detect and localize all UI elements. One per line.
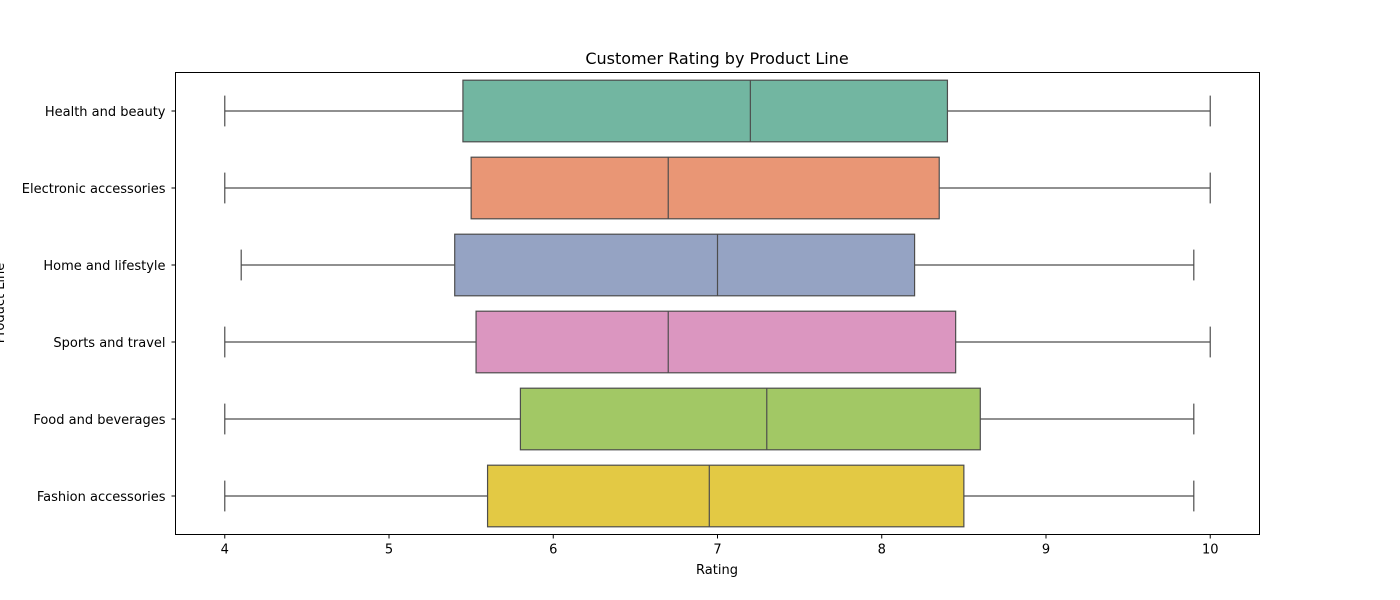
x-tick-label: 4 xyxy=(221,543,229,558)
box-group xyxy=(224,464,1195,528)
box-group xyxy=(224,156,1211,220)
y-tick-label: Fashion accessories xyxy=(37,490,166,505)
box-group xyxy=(224,79,1211,143)
y-tick-label: Electronic accessories xyxy=(22,182,166,197)
x-tick-label: 7 xyxy=(713,543,721,558)
box-iqr xyxy=(519,387,981,451)
box-iqr xyxy=(486,464,965,528)
x-tick-label: 9 xyxy=(1042,543,1050,558)
box-group xyxy=(224,387,1195,451)
y-tick-label: Health and beauty xyxy=(45,105,166,120)
box-iqr xyxy=(475,310,957,374)
y-axis-ticks: Health and beauty Electronic accessories H… xyxy=(22,105,176,505)
x-tick-label: 5 xyxy=(385,543,393,558)
box-group xyxy=(240,233,1195,297)
box-iqr xyxy=(454,233,916,297)
boxes-layer xyxy=(224,79,1211,528)
y-axis-label: Product Line xyxy=(0,263,8,344)
box-group xyxy=(224,310,1211,374)
box-iqr xyxy=(470,156,940,220)
x-tick-label: 6 xyxy=(549,543,557,558)
y-tick-label: Food and beverages xyxy=(33,413,165,428)
x-tick-label: 8 xyxy=(878,543,886,558)
x-axis-label: Rating xyxy=(696,563,738,578)
y-tick-label: Sports and travel xyxy=(53,336,165,351)
x-tick-label: 10 xyxy=(1202,543,1219,558)
box-iqr xyxy=(462,79,949,143)
y-tick-label: Home and lifestyle xyxy=(43,259,165,274)
x-axis-ticks: 4 5 6 7 8 9 10 xyxy=(221,534,1219,558)
chart-title: Customer Rating by Product Line xyxy=(585,49,848,68)
